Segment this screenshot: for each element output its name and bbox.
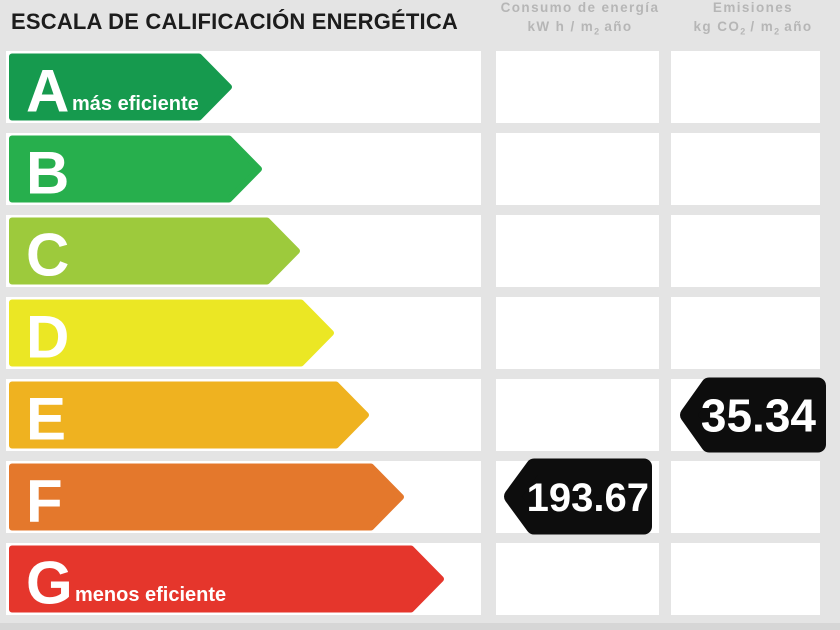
svg-text:C: C [26,222,69,289]
svg-text:F: F [26,468,63,535]
svg-text:E: E [26,386,66,453]
svg-text:193.67: 193.67 [527,476,649,520]
svg-text:G: G [26,550,73,617]
svg-text:35.34: 35.34 [701,390,817,442]
svg-text:A: A [26,58,69,125]
svg-text:D: D [26,304,69,371]
svg-text:menos eficiente: menos eficiente [75,584,226,606]
svg-text:más eficiente: más eficiente [72,93,199,115]
svg-text:B: B [26,140,69,207]
